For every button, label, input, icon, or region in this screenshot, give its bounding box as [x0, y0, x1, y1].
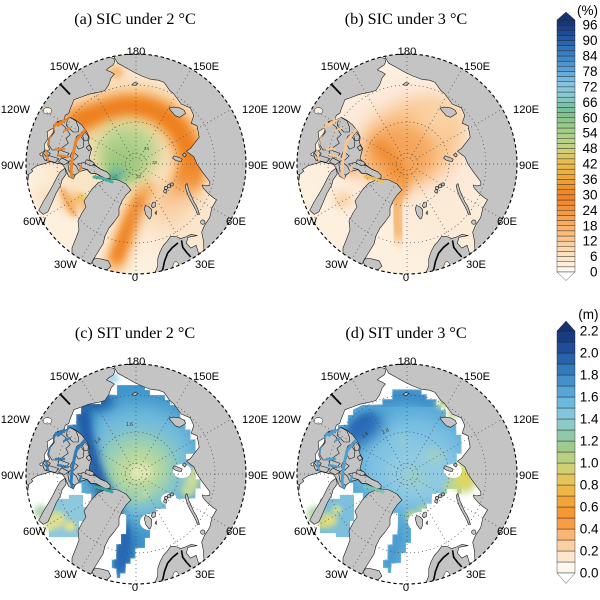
svg-text:0.8: 0.8: [580, 478, 599, 493]
svg-text:36: 36: [582, 172, 597, 187]
svg-text:30: 30: [582, 188, 597, 203]
svg-text:18: 18: [582, 218, 597, 233]
svg-text:60E: 60E: [497, 216, 517, 228]
svg-text:60W: 60W: [294, 526, 317, 538]
svg-text:1.6: 1.6: [126, 422, 133, 428]
svg-text:90: 90: [582, 33, 597, 48]
svg-text:180: 180: [398, 46, 417, 58]
svg-text:30E: 30E: [466, 259, 486, 271]
svg-text:90E: 90E: [248, 470, 268, 482]
svg-text:0.6: 0.6: [580, 500, 599, 515]
svg-text:150W: 150W: [50, 371, 80, 383]
svg-text:72: 72: [582, 80, 597, 95]
svg-text:120E: 120E: [513, 104, 539, 116]
svg-text:120W: 120W: [1, 104, 31, 116]
svg-text:28: 28: [152, 160, 158, 165]
svg-text:0.4: 0.4: [580, 522, 599, 537]
svg-text:2.0: 2.0: [580, 346, 599, 361]
svg-text:0: 0: [590, 265, 598, 280]
svg-text:90E: 90E: [248, 160, 268, 172]
svg-text:1.6: 1.6: [580, 390, 599, 405]
svg-text:150E: 150E: [193, 61, 219, 73]
svg-text:60W: 60W: [294, 216, 317, 228]
svg-text:0.0: 0.0: [580, 566, 599, 581]
svg-text:24: 24: [582, 203, 598, 218]
svg-text:120E: 120E: [242, 104, 268, 116]
svg-text:(b) SIC under 3 °C: (b) SIC under 3 °C: [345, 10, 467, 28]
svg-text:60W: 60W: [23, 526, 46, 538]
svg-text:90W: 90W: [1, 470, 24, 482]
svg-text:30E: 30E: [466, 569, 486, 581]
svg-text:180: 180: [127, 46, 146, 58]
svg-text:150E: 150E: [464, 61, 490, 73]
svg-text:90W: 90W: [1, 160, 24, 172]
svg-text:180: 180: [398, 356, 417, 368]
svg-text:1.4: 1.4: [580, 412, 599, 427]
svg-text:30W: 30W: [54, 259, 77, 271]
svg-text:0.2: 0.2: [580, 544, 599, 559]
svg-text:60W: 60W: [23, 216, 46, 228]
svg-text:6: 6: [590, 249, 598, 264]
svg-text:(d) SIT under 3 °C: (d) SIT under 3 °C: [345, 324, 466, 342]
svg-text:0: 0: [403, 272, 409, 284]
svg-text:42: 42: [582, 157, 597, 172]
svg-text:1.4: 1.4: [93, 436, 102, 445]
svg-text:(%): (%): [577, 3, 598, 18]
svg-text:150W: 150W: [321, 61, 351, 73]
svg-text:60E: 60E: [226, 216, 246, 228]
svg-text:0: 0: [132, 272, 138, 284]
svg-text:150E: 150E: [464, 371, 490, 383]
svg-text:1.2: 1.2: [580, 434, 599, 449]
svg-text:30W: 30W: [325, 259, 348, 271]
svg-text:150W: 150W: [321, 371, 351, 383]
svg-text:96: 96: [582, 18, 597, 33]
svg-text:180: 180: [127, 356, 146, 368]
svg-text:90W: 90W: [272, 160, 295, 172]
svg-text:0: 0: [403, 582, 409, 594]
svg-text:2.2: 2.2: [580, 324, 599, 339]
svg-text:32: 32: [136, 174, 142, 179]
svg-text:24: 24: [144, 146, 150, 151]
svg-text:1.8: 1.8: [361, 431, 370, 440]
svg-text:120E: 120E: [513, 414, 539, 426]
svg-text:48: 48: [582, 141, 597, 156]
svg-text:30E: 30E: [195, 259, 215, 271]
svg-text:60: 60: [582, 110, 597, 125]
svg-text:90W: 90W: [272, 470, 295, 482]
svg-text:1.0: 1.0: [580, 456, 599, 471]
svg-text:1.8: 1.8: [580, 368, 599, 383]
svg-text:120W: 120W: [272, 104, 302, 116]
svg-text:(a) SIC under 2 °C: (a) SIC under 2 °C: [74, 10, 196, 28]
svg-text:1.8: 1.8: [381, 427, 390, 435]
svg-text:150W: 150W: [50, 61, 80, 73]
svg-text:(m): (m): [578, 307, 598, 322]
svg-text:60E: 60E: [497, 526, 517, 538]
svg-text:12: 12: [582, 234, 597, 249]
svg-text:54: 54: [582, 126, 598, 141]
svg-text:30W: 30W: [325, 569, 348, 581]
svg-text:30W: 30W: [54, 569, 77, 581]
svg-text:90E: 90E: [519, 470, 539, 482]
svg-text:120E: 120E: [242, 414, 268, 426]
svg-text:120W: 120W: [1, 414, 31, 426]
svg-text:66: 66: [582, 95, 597, 110]
svg-text:90E: 90E: [519, 160, 539, 172]
svg-text:120W: 120W: [272, 414, 302, 426]
svg-text:150E: 150E: [193, 371, 219, 383]
svg-text:(c) SIT under 2 °C: (c) SIT under 2 °C: [75, 324, 195, 342]
svg-text:78: 78: [582, 64, 597, 79]
svg-text:60E: 60E: [226, 526, 246, 538]
svg-text:84: 84: [582, 49, 598, 64]
svg-text:0: 0: [132, 582, 138, 594]
svg-text:30E: 30E: [195, 569, 215, 581]
